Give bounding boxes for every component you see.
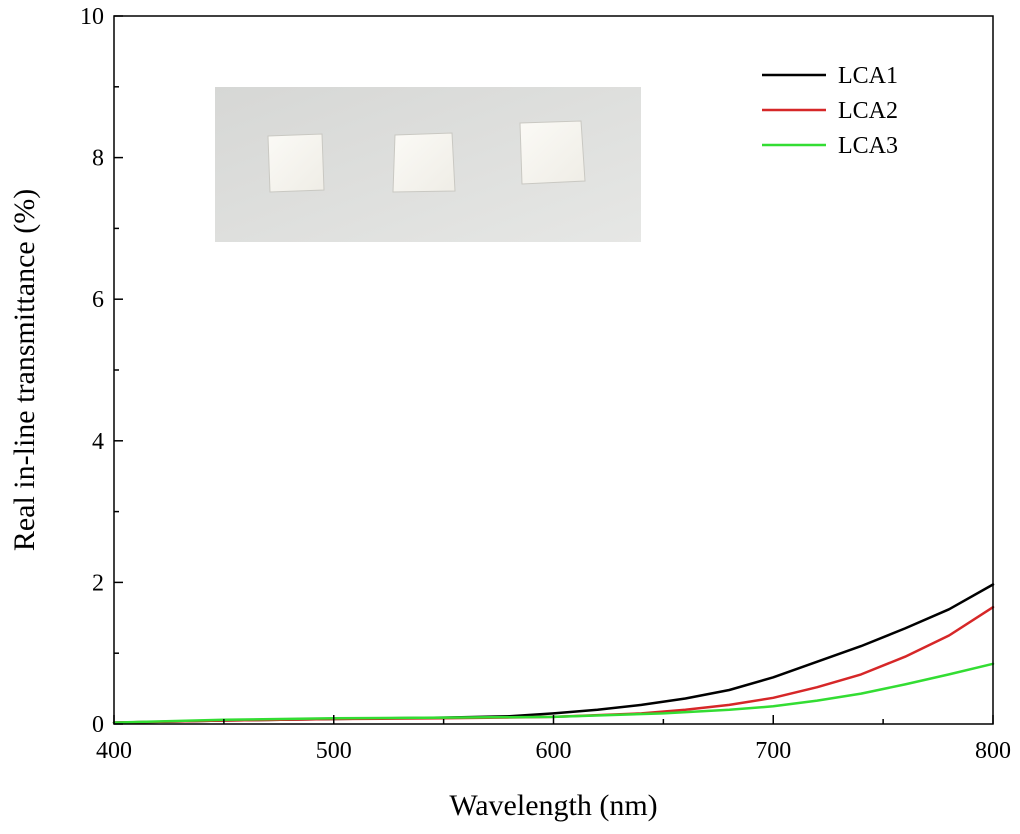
y-tick-label: 6 — [92, 287, 104, 313]
series-line-lca2 — [112, 605, 995, 724]
y-axis-title: Real in-line transmittance (%) — [8, 189, 41, 551]
x-tick-label: 400 — [96, 738, 132, 764]
tick-layer: 400 500 600 700 800 0 2 4 6 8 10 — [80, 4, 1011, 764]
sample-3 — [519, 120, 586, 185]
inset-photo — [215, 87, 641, 242]
y-tick-label: 4 — [92, 429, 104, 455]
x-tick-label: 500 — [316, 738, 352, 764]
y-tick-label: 2 — [92, 570, 104, 596]
legend: LCA1 LCA2 LCA3 — [762, 63, 898, 159]
legend-label-lca1: LCA1 — [838, 63, 898, 89]
x-tick-label: 700 — [755, 738, 791, 764]
y-tick-label: 0 — [92, 712, 104, 738]
sample-1 — [267, 133, 325, 193]
sample-2 — [392, 132, 456, 193]
series-layer — [112, 583, 995, 724]
x-axis-title: Wavelength (nm) — [449, 789, 657, 822]
legend-label-lca3: LCA3 — [838, 133, 898, 159]
y-tick-label: 10 — [80, 4, 104, 30]
x-tick-label: 600 — [536, 738, 572, 764]
x-tick-label: 800 — [975, 738, 1011, 764]
series-line-lca1 — [112, 583, 995, 724]
y-tick-label: 8 — [92, 146, 104, 172]
legend-label-lca2: LCA2 — [838, 98, 898, 124]
